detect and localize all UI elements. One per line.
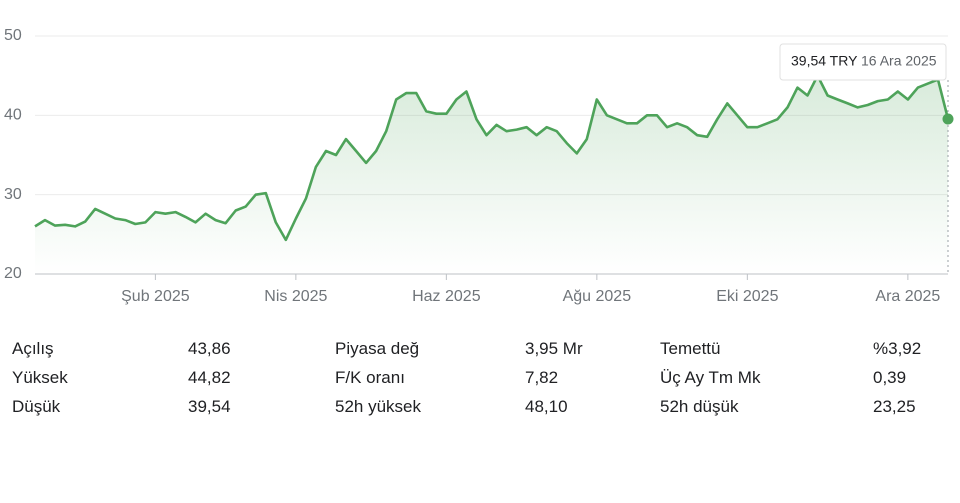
x-tick-label: Ara 2025 <box>875 288 940 305</box>
stat-label: Piyasa değ <box>335 339 420 358</box>
stat-value: 39,54 <box>188 397 231 416</box>
x-tick-label: Şub 2025 <box>121 288 190 305</box>
stat-label: 52h düşük <box>660 397 739 416</box>
x-tick-label: Haz 2025 <box>412 288 481 305</box>
stat-label: Yüksek <box>12 368 68 387</box>
tooltip-value: 39,54 TRY <box>791 53 858 69</box>
stat-value: %3,92 <box>873 339 922 358</box>
stats-row: Açılış 43,86 Piyasa değ 3,95 Mr Temettü %3,92 <box>0 335 960 364</box>
price-line <box>34 74 950 242</box>
y-tick-label: 40 <box>4 107 22 124</box>
stat-value: 44,82 <box>188 368 231 387</box>
chart: 20 30 40 50 Şub 2025 Nis 2025 Haz 2025 Ağu 2025… <box>4 27 954 305</box>
y-tick-label: 30 <box>4 186 22 203</box>
stat-label: 52h yüksek <box>335 397 421 416</box>
stat-label: Düşük <box>12 397 61 416</box>
x-tick-label: Ağu 2025 <box>563 288 632 305</box>
stats-table: Açılış 43,86 Piyasa değ 3,95 Mr Temettü %3,92… <box>0 335 960 422</box>
stat-label: Üç Ay Tm Mk <box>660 368 761 387</box>
tooltip: 39,54 TRY 16 Ara 2025 <box>779 43 947 81</box>
stats-row: Yüksek 44,82 F/K oranı 7,82 Üç Ay Tm Mk 0,39 <box>0 364 960 393</box>
tooltip-date: 16 Ara 2025 <box>861 53 937 69</box>
stat-label: Açılış <box>12 339 54 358</box>
stat-label: F/K oranı <box>335 368 405 387</box>
stat-value: 23,25 <box>873 397 916 416</box>
x-tick-label: Eki 2025 <box>716 288 778 305</box>
tooltip-box <box>779 43 947 81</box>
stat-value: 7,82 <box>525 368 559 387</box>
last-point <box>942 113 954 125</box>
stats-row: Düşük 39,54 52h yüksek 48,10 52h düşük 23,25 <box>0 393 960 422</box>
stat-value: 0,39 <box>873 368 907 387</box>
y-tick-label: 20 <box>4 265 22 282</box>
stat-value: 48,10 <box>525 397 568 416</box>
y-tick-label: 50 <box>4 27 22 44</box>
x-tick-label: Nis 2025 <box>264 288 327 305</box>
stat-value: 3,95 Mr <box>525 339 583 358</box>
area <box>35 75 948 274</box>
stat-value: 43,86 <box>188 339 231 358</box>
stat-label: Temettü <box>660 339 721 358</box>
